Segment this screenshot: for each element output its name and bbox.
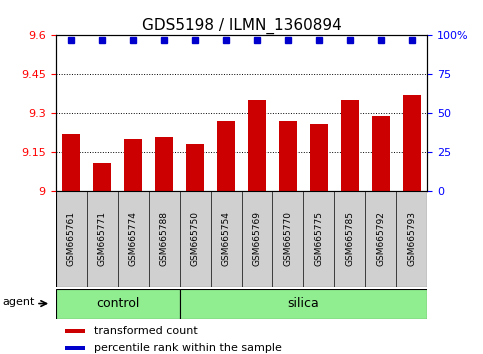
Bar (186, 144, 204, 191)
Text: agent: agent (3, 297, 35, 307)
Bar (124, 139, 142, 191)
Bar (217, 121, 235, 191)
Text: GSM665769: GSM665769 (253, 211, 261, 267)
Bar (93, 162, 112, 191)
Text: GSM665788: GSM665788 (159, 211, 169, 267)
Text: GSM665754: GSM665754 (222, 211, 230, 267)
Text: GSM665770: GSM665770 (284, 211, 293, 267)
Text: GSM665750: GSM665750 (190, 211, 199, 267)
Bar (155, 137, 173, 191)
Bar (403, 95, 421, 191)
Title: GDS5198 / ILMN_1360894: GDS5198 / ILMN_1360894 (142, 18, 341, 34)
Bar (341, 100, 359, 191)
Bar (248, 100, 266, 191)
Bar (65, 329, 85, 333)
Text: GSM665761: GSM665761 (67, 211, 75, 267)
Bar (56, 289, 180, 319)
Text: silica: silica (287, 297, 319, 310)
Bar (65, 346, 85, 350)
Bar (279, 121, 297, 191)
Bar (62, 134, 80, 191)
Bar (372, 116, 390, 191)
Text: GSM665774: GSM665774 (128, 211, 138, 267)
Text: control: control (96, 297, 139, 310)
Text: transformed count: transformed count (94, 326, 198, 336)
Bar (180, 289, 427, 319)
Text: GSM665792: GSM665792 (376, 211, 385, 267)
Text: GSM665793: GSM665793 (408, 211, 416, 267)
Text: percentile rank within the sample: percentile rank within the sample (94, 343, 282, 353)
Text: GSM665771: GSM665771 (98, 211, 107, 267)
Text: GSM665785: GSM665785 (345, 211, 355, 267)
Text: GSM665775: GSM665775 (314, 211, 324, 267)
Bar (310, 124, 328, 191)
